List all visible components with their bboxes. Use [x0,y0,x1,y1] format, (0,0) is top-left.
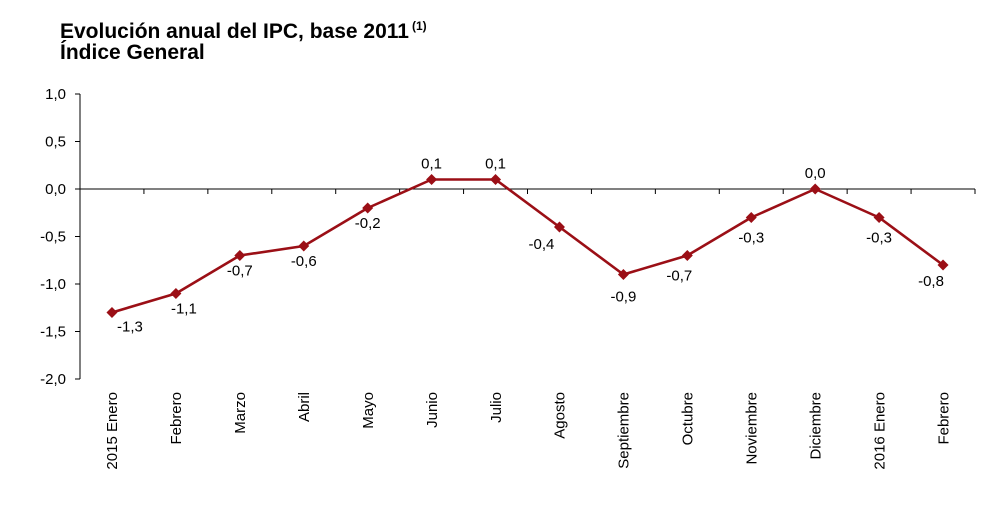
data-point-marker [362,202,374,214]
data-point-marker [298,240,310,252]
x-axis-ticks: 2015 Enero Febrero Marzo Abril Mayo Junio Juli… [79,189,976,470]
y-tick-label: -0,5 [40,229,66,246]
y-tick-label: 0,5 [45,134,66,151]
data-point-marker [681,250,693,261]
data-label: -1,1 [171,301,197,318]
y-tick-label: 1,0 [45,86,66,103]
data-point-marker [553,221,565,233]
data-point-marker [106,307,118,318]
x-category-label: Octubre [680,392,697,445]
x-category-label: 2015 Enero [104,392,121,470]
x-category-label: Julio [488,392,505,423]
data-point-marker [873,212,885,223]
data-point-marker [745,212,757,223]
x-category-label: Mayo [360,392,377,429]
data-label: 0,1 [421,156,442,173]
x-category-label: Marzo [232,392,249,434]
data-label: -0,4 [529,236,555,253]
data-point-marker [809,183,821,195]
y-axis-ticks: 1,0 0,5 0,0 -0,5 -1,0 -1,5 -2,0 [40,86,80,388]
x-category-label: 2016 Enero [871,392,888,470]
data-label: -0,7 [227,263,253,280]
series-line-group [106,174,949,318]
data-point-marker [617,269,629,280]
data-point-marker [426,174,438,185]
data-label: 0,0 [805,165,826,182]
data-point-marker [937,259,949,271]
chart-title-note: (1) [411,19,427,33]
data-label: -0,3 [866,230,892,247]
x-category-label: Abril [296,392,313,422]
x-category-label: Febrero [168,392,185,445]
series-line [111,178,944,314]
x-category-label: Junio [424,392,441,428]
data-label: -0,9 [610,289,636,306]
data-label: -0,6 [291,253,317,270]
x-category-label: Septiembre [616,392,633,469]
data-label: -0,3 [738,230,764,247]
y-tick-label: -2,0 [40,371,66,388]
data-point-marker [490,174,502,185]
x-category-label: Noviembre [744,392,761,465]
y-tick-label: -1,0 [40,276,66,293]
x-category-label: Diciembre [807,392,824,460]
data-label: -0,8 [918,273,944,290]
chart-subtitle: Índice General [60,41,205,64]
data-point-marker [234,250,246,261]
data-label: -1,3 [117,319,143,336]
y-tick-label: -1,5 [40,324,66,341]
data-label: -0,2 [355,215,381,232]
chart-title-text: Evolución anual del IPC, base 2011 [60,20,409,43]
axes [79,94,975,379]
data-point-marker [170,288,182,299]
chart-title: Evolución anual del IPC, base 2011 (1) [60,14,427,44]
x-category-label: Febrero [935,392,952,445]
x-category-label: Agosto [552,392,569,439]
data-labels: -1,3 -1,1 -0,7 -0,6 -0,2 0,1 0,1 -0,4 -0,9 -0,7 -0… [117,156,944,336]
data-label: 0,1 [485,156,506,173]
data-label: -0,7 [666,268,692,285]
y-tick-label: 0,0 [45,181,66,198]
